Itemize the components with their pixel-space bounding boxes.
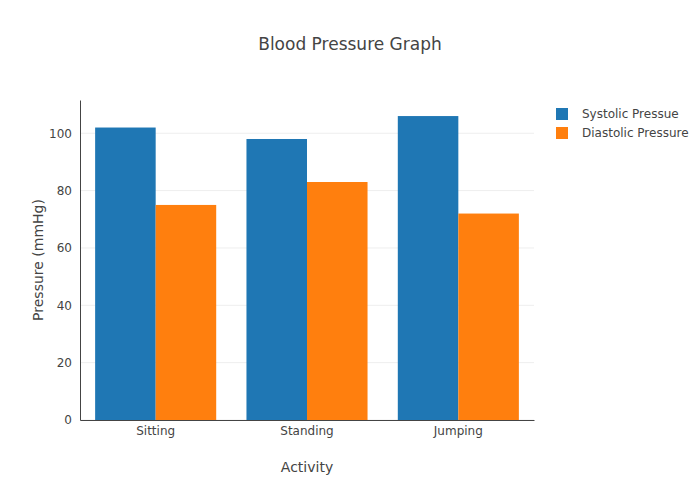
y-tick-label: 100 [49,127,72,141]
legend-item: Systolic Pressue [556,107,679,121]
y-axis: 0 20 40 60 80 100 [49,101,80,428]
chart: 0 20 40 60 80 100 Sitting Standing Jumping Blood … [0,0,700,500]
legend-swatch [556,108,568,120]
bar [95,128,156,420]
y-tick-label: 60 [57,241,72,255]
x-tick-label: Jumping [433,424,483,438]
y-axis-title: Pressure (mmHg) [30,199,46,321]
x-axis-line [81,420,535,421]
x-tick-label: Standing [280,424,333,438]
bar [398,116,459,420]
bar [307,182,368,420]
y-tick: 80 [57,184,80,198]
title: Blood Pressure Graph [258,34,442,54]
y-tick: 20 [57,356,80,370]
x-axis-title: Activity [281,459,333,475]
bar [246,139,307,420]
legend-swatch [556,127,568,139]
bar [156,205,217,420]
bars [95,116,519,420]
x-tick: Standing [280,420,333,438]
bar-series [95,116,458,420]
x-axis: Sitting Standing Jumping [81,420,535,438]
y-tick: 40 [57,299,80,313]
bar-series [156,182,519,420]
plot: 0 20 40 60 80 100 Sitting Standing Jumping [49,101,534,438]
legend: Systolic Pressue Diastolic Pressure [556,107,689,140]
x-tick-label: Sitting [136,424,175,438]
y-tick: 100 [49,127,80,141]
y-tick-label: 40 [57,299,72,313]
y-tick: 0 [64,413,80,427]
y-axis-line [80,101,81,421]
y-tick-label: 20 [57,356,72,370]
legend-label: Systolic Pressue [582,107,679,121]
legend-item: Diastolic Pressure [556,126,689,140]
x-tick: Sitting [136,420,175,438]
y-tick: 60 [57,241,80,255]
legend-label: Diastolic Pressure [582,126,689,140]
y-tick-label: 0 [64,413,72,427]
bar [458,214,519,420]
x-tick: Jumping [433,420,483,438]
y-tick-label: 80 [57,184,72,198]
